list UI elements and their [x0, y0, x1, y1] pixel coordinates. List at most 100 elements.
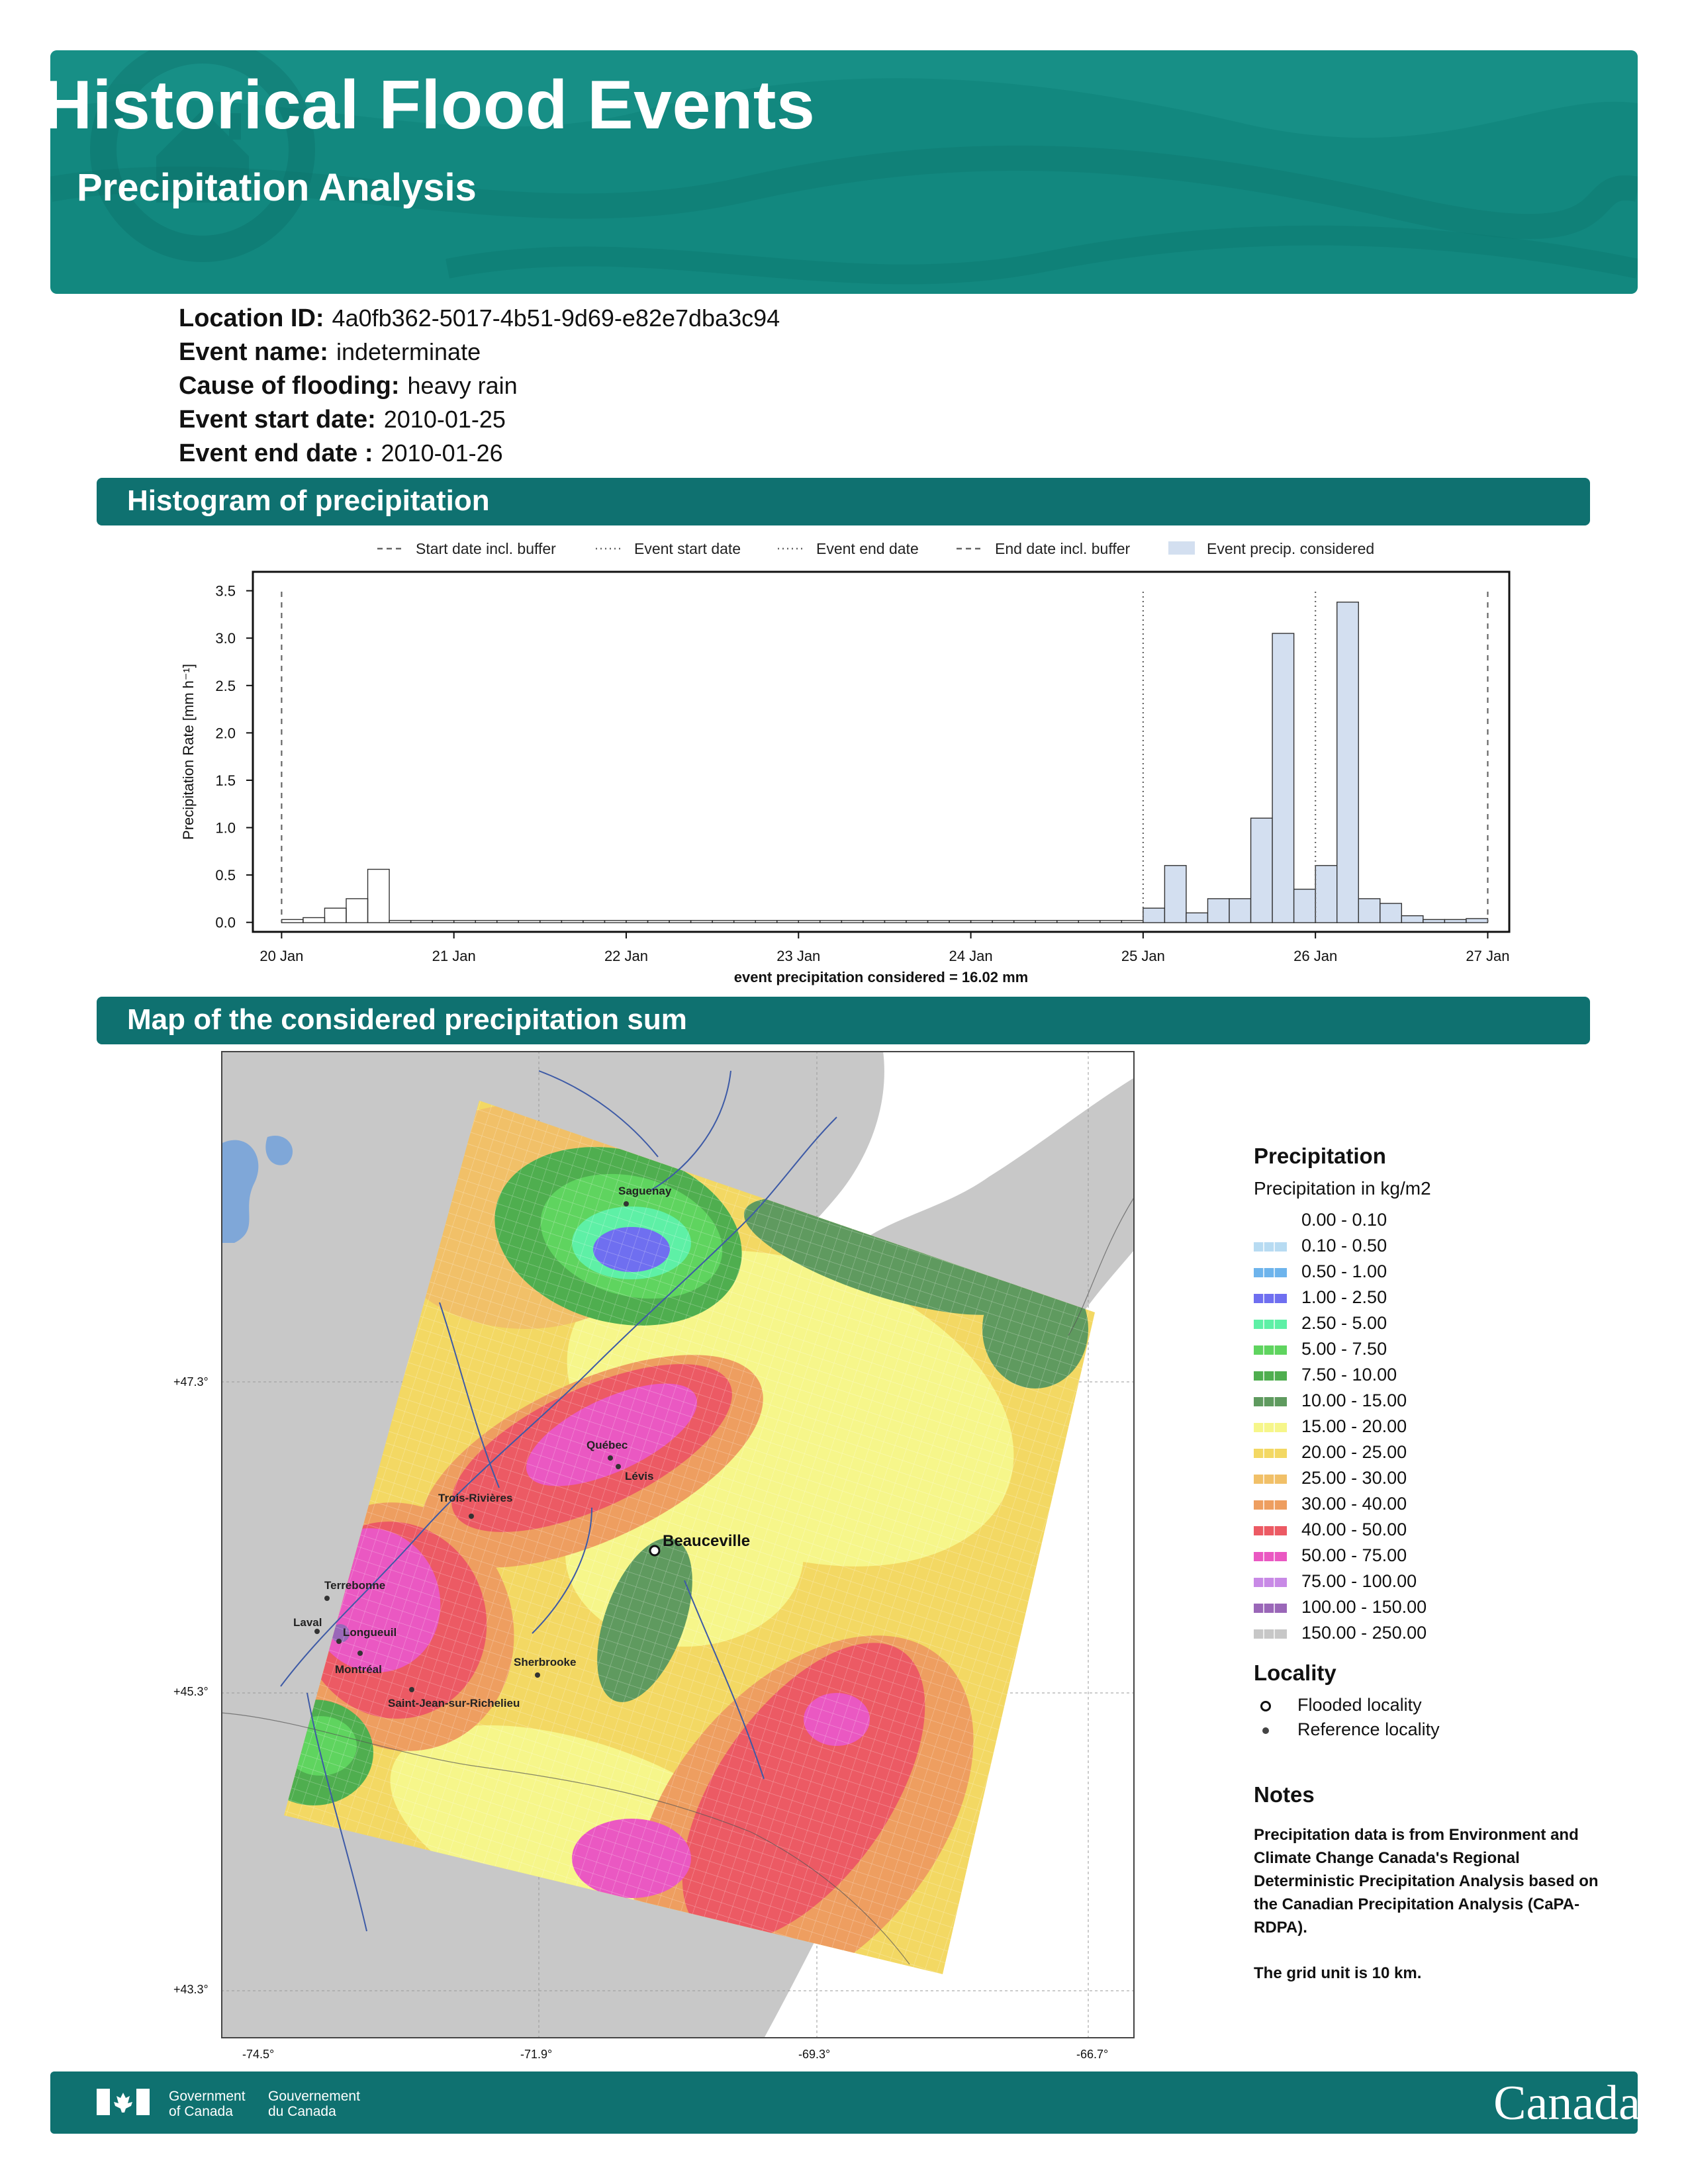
legend-class-label: 0.50 - 1.00: [1301, 1261, 1387, 1281]
legend-class: 1.00 - 2.50: [1254, 1287, 1624, 1308]
reference-locality-marker: [357, 1651, 363, 1656]
legend-class-label: 5.00 - 7.50: [1301, 1339, 1387, 1359]
reference-locality-marker: [616, 1464, 621, 1469]
legend-swatch: [1254, 1216, 1287, 1226]
x-tick-label: 22 Jan: [604, 948, 648, 964]
legend-class: 7.50 - 10.00: [1254, 1365, 1624, 1385]
histogram-bar: [303, 917, 326, 923]
canada-flag-icon: [97, 2089, 150, 2115]
gov-fr: Gouvernement du Canada: [268, 2089, 360, 2119]
legend-class-label: 0.10 - 0.50: [1301, 1236, 1387, 1255]
lake: [221, 1140, 259, 1243]
histogram-bar: [324, 907, 347, 923]
histogram-bar: [1143, 907, 1166, 923]
histogram-bar: [604, 920, 627, 923]
legend-label: Event end date: [816, 540, 919, 557]
gov-en: Government of Canada: [169, 2089, 246, 2119]
histogram-bar: [841, 920, 864, 923]
histogram-bar: [1315, 865, 1338, 923]
x-tick-label: 23 Jan: [776, 948, 820, 964]
legend-label: Event precip. considered: [1207, 540, 1374, 557]
info-end-date: Event end date :2010-01-26: [179, 439, 503, 467]
precip-histogram: Start date incl. buffer Event start date E…: [180, 540, 1511, 985]
y-tick-label: 0.5: [215, 867, 236, 884]
histogram-bar: [863, 920, 886, 923]
y-tick-label: 2.5: [215, 678, 236, 694]
map-frame: [221, 1051, 1135, 2038]
x-tick-label: 21 Jan: [432, 948, 476, 964]
legend-swatch: [1254, 1293, 1287, 1303]
canada-wordmark: Canada: [1493, 2076, 1640, 2130]
lon-label: -74.5°: [242, 2048, 275, 2061]
histogram-bar: [1056, 920, 1079, 923]
histogram-bar: [281, 919, 304, 923]
histogram-bar: [561, 920, 584, 923]
notes-text: Precipitation data is from Environment a…: [1254, 1826, 1599, 1936]
legend-class: 15.00 - 20.00: [1254, 1416, 1624, 1437]
flooded-locality-marker: [649, 1545, 661, 1557]
histogram-bar: [1121, 920, 1144, 923]
histogram-bar: [389, 920, 412, 923]
lat-label: +47.3°: [173, 1375, 209, 1388]
info-start-date: Event start date: 2010-01-25: [179, 406, 506, 433]
reference-marker-icon: [1262, 1727, 1269, 1734]
legend-class-label: 40.00 - 50.00: [1301, 1520, 1407, 1539]
legend-entry: Start date incl. buffer: [377, 540, 556, 557]
y-tick-label: 3.5: [215, 583, 236, 600]
flooded-marker-icon: [1260, 1700, 1271, 1711]
section-map-title: Map of the considered precipitation sum: [97, 997, 1590, 1044]
x-tick-label: 26 Jan: [1293, 948, 1337, 964]
histogram-bar: [1444, 919, 1467, 923]
legend-class: 0.00 - 0.10: [1254, 1210, 1624, 1230]
reference-locality-label: Longueuil: [343, 1626, 397, 1639]
histogram-bar: [776, 920, 799, 923]
legend-class: 5.00 - 7.50: [1254, 1339, 1624, 1359]
histogram-bar: [1207, 898, 1230, 923]
histogram-bar: [1293, 888, 1316, 923]
y-tick-label: 1.5: [215, 772, 236, 789]
legend-swatch: [1254, 1422, 1287, 1432]
legend-class: 20.00 - 25.00: [1254, 1442, 1624, 1463]
legend-class-label: 15.00 - 20.00: [1301, 1416, 1407, 1436]
map-legend: Precipitation Precipitation in kg/m2 0.0…: [1254, 1144, 1624, 1985]
histogram-bar: [884, 920, 907, 923]
reference-locality-label: Laval: [293, 1616, 322, 1629]
notes-grid: The grid unit is 10 km.: [1254, 1964, 1422, 1982]
legend-class-label: 75.00 - 100.00: [1301, 1571, 1417, 1591]
histogram-bar: [906, 920, 929, 923]
legend-swatch: [1254, 1577, 1287, 1587]
legend-swatch: [1254, 1474, 1287, 1484]
legend-class-label: 25.00 - 30.00: [1301, 1468, 1407, 1488]
legend-class-label: 0.00 - 0.10: [1301, 1210, 1387, 1230]
reference-locality-marker: [535, 1672, 540, 1678]
histogram-bar: [518, 920, 541, 923]
histogram-bar: [453, 920, 476, 923]
histogram-bar: [1380, 903, 1403, 923]
legend-class-label: 20.00 - 25.00: [1301, 1442, 1407, 1462]
locality-title: Locality: [1254, 1661, 1336, 1685]
legend-class: 30.00 - 40.00: [1254, 1494, 1624, 1514]
legend-swatch: [1254, 1345, 1287, 1355]
histogram-bars: [281, 602, 1489, 923]
histogram-bar: [1272, 633, 1295, 923]
histogram-bar: [432, 920, 455, 923]
histogram-bar: [1229, 898, 1252, 923]
histogram-bar: [367, 868, 390, 923]
plot-frame: [252, 570, 1511, 933]
legend-class-label: 50.00 - 75.00: [1301, 1545, 1407, 1565]
flooded-locality-label: Beauceville: [663, 1532, 750, 1550]
histogram-bar: [410, 920, 433, 923]
histogram-bar: [1250, 817, 1273, 923]
y-tick-label: 3.0: [215, 630, 236, 647]
lon-label: -71.9°: [520, 2048, 553, 2061]
y-tick-label: 1.0: [215, 820, 236, 837]
legend-class-label: 30.00 - 40.00: [1301, 1494, 1407, 1514]
legend-flooded: Flooded locality: [1254, 1695, 1624, 1715]
lat-label: +45.3°: [173, 1685, 209, 1698]
legend-class: 0.10 - 0.50: [1254, 1236, 1624, 1256]
legend-swatch: [1254, 1371, 1287, 1381]
x-axis-label: event precipitation considered = 16.02 m…: [734, 969, 1028, 985]
info-event-name: Event name: indeterminate: [179, 338, 481, 366]
histogram-bar: [626, 920, 649, 923]
legend-swatch: [1254, 1242, 1287, 1251]
